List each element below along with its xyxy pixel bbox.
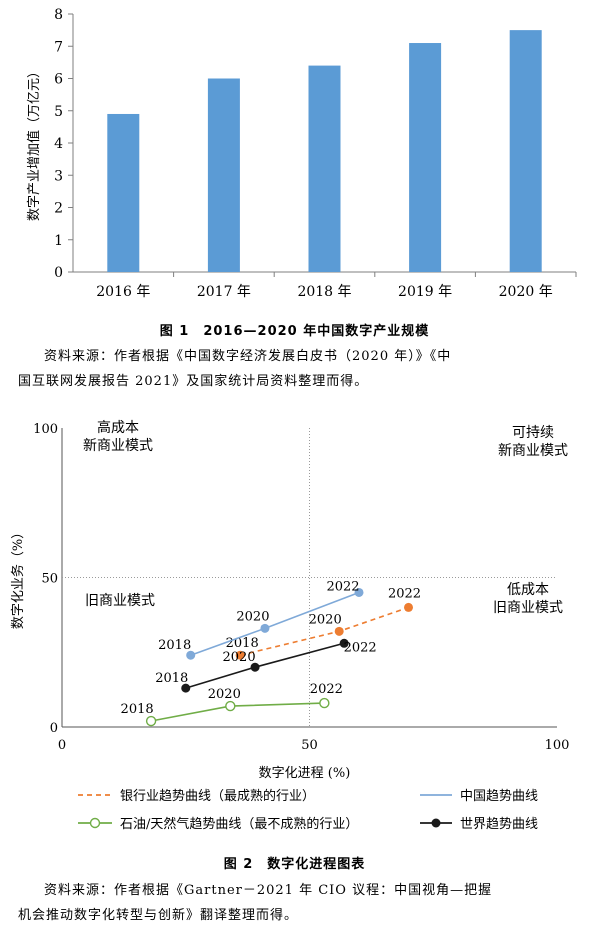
data-point-label: 2018 (155, 671, 188, 686)
y-tick-label: 7 (54, 39, 63, 55)
y-tick-label: 50 (41, 572, 58, 587)
y-tick-label: 6 (54, 72, 63, 88)
legend-swatch-marker (89, 817, 101, 829)
data-point (235, 650, 245, 660)
y-tick-label: 0 (54, 265, 63, 281)
quadrant-label-top-right: 可持续 (512, 424, 554, 441)
bar (308, 65, 341, 272)
series-line (150, 702, 325, 722)
y-tick-label: 4 (54, 136, 63, 152)
data-point (181, 683, 191, 693)
y-axis-label: 数字产业增加值（万亿元） (26, 65, 42, 221)
legend-label: 石油/天然气趋势曲线（最不成熟的行业） (120, 816, 358, 832)
bar (509, 30, 542, 272)
bar (207, 78, 240, 272)
x-tick-label: 0 (58, 738, 66, 753)
data-point (319, 697, 330, 709)
data-point (339, 638, 349, 648)
y-tick-label: 5 (54, 104, 63, 120)
data-point-label: 2020 (223, 650, 256, 665)
data-point-label: 2022 (310, 682, 343, 697)
data-point (250, 662, 260, 672)
quadrant-label-bottom-left: 旧商业模式 (85, 593, 155, 609)
data-point (354, 587, 364, 597)
data-point-label: 2022 (326, 579, 359, 594)
bar (107, 113, 140, 272)
y-tick-label: 8 (54, 7, 63, 23)
legend-entry: 世界趋势曲线 (420, 816, 538, 832)
bar (409, 43, 442, 273)
quadrant-label-bottom-right: 旧商业模式 (493, 600, 563, 616)
figure-1-caption: 图 1 2016—2020 年中国数字产业规模 (159, 324, 430, 339)
legend-entry: 中国趋势曲线 (420, 788, 538, 804)
x-tick-label: 50 (301, 738, 318, 753)
figure-2-caption: 图 2 数字化进程图表 (223, 857, 366, 872)
data-point-label: 2018 (226, 636, 259, 651)
quadrant-label-bottom-right: 低成本 (507, 582, 549, 598)
figure-1-source-line-2: 国互联网发展报告 2021》及国家统计局资料整理而得。 (18, 374, 369, 389)
data-point (145, 715, 157, 727)
y-tick-label: 0 (50, 721, 58, 736)
quadrant-label-top-left: 新商业模式 (83, 438, 153, 454)
x-tick-label: 2016 年 (96, 284, 150, 300)
quadrant-label-top-left: 高成本 (97, 419, 139, 436)
data-point-label: 2022 (388, 586, 421, 601)
legend-label: 中国趋势曲线 (460, 788, 538, 804)
data-point-label: 2018 (158, 638, 191, 653)
data-point-label: 2022 (344, 640, 377, 655)
y-tick-label: 1 (54, 233, 63, 249)
legend-label: 世界趋势曲线 (460, 816, 538, 832)
x-tick-label: 2019 年 (398, 284, 452, 300)
legend-entry: 银行业趋势曲线（最成熟的行业） (78, 788, 315, 804)
quadrant-label-top-right: 新商业模式 (498, 443, 568, 459)
figure-1-source: 资料来源：作者根据《中国数字经济发展白皮书（2020 年）》《中 国互联网发展报… (0, 344, 589, 394)
data-point-label: 2020 (236, 609, 269, 624)
y-tick-label: 3 (54, 168, 63, 184)
data-point-label: 2018 (121, 702, 154, 717)
data-point (260, 623, 270, 633)
figure-2-source-line-1: 资料来源：作者根据《Gartner－2021 年 CIO 议程：中国视角—把握 (44, 883, 493, 898)
bar-chart: 0 1 2 3 4 5 6 7 8 数字产业增加值（万亿元） 2016 年 2017 年 2018 年 2… (26, 7, 577, 300)
figure-2-source-line-2: 机会推动数字化转型与创新》翻译整理而得。 (18, 908, 299, 923)
data-point (225, 700, 236, 712)
data-point (186, 650, 196, 660)
x-axis-label: 数字化进程 (%) (259, 766, 351, 781)
legend-label: 银行业趋势曲线（最成熟的行业） (120, 788, 315, 804)
figure-2: 0 50 100 0 50 100 数字化业务（%） 数字化进程 (%) 高成本新商业模式 可持续… (0, 412, 589, 842)
x-tick-label: 2018 年 (297, 284, 351, 300)
data-point-label: 2020 (309, 612, 342, 627)
figure-1-source-line-1: 资料来源：作者根据《中国数字经济发展白皮书（2020 年）》《中 (44, 349, 452, 364)
y-tick-label: 2 (54, 201, 63, 217)
y-tick-label: 100 (33, 422, 58, 437)
x-tick-label: 2020 年 (499, 284, 553, 300)
data-point (334, 626, 344, 636)
figure-2-source: 资料来源：作者根据《Gartner－2021 年 CIO 议程：中国视角—把握 … (0, 878, 589, 928)
data-point (404, 602, 413, 612)
y-axis-label: 数字化业务（%） (10, 526, 26, 629)
x-tick-label: 2017 年 (197, 284, 251, 300)
x-tick-label: 100 (545, 738, 570, 753)
legend-swatch-marker (431, 818, 441, 828)
data-point-label: 2020 (208, 687, 241, 702)
figure-1: 0 1 2 3 4 5 6 7 8 数字产业增加值（万亿元） 2016 年 2017 年 2018 年 2… (0, 0, 589, 320)
legend-entry: 石油/天然气趋势曲线（最不成熟的行业） (78, 816, 358, 832)
